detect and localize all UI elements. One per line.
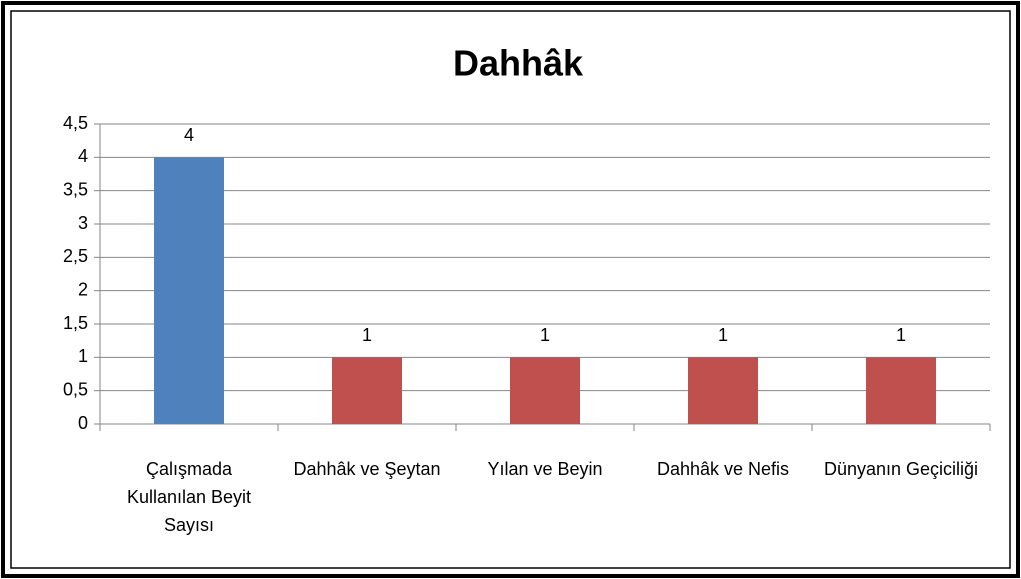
data-label: 1 bbox=[896, 325, 906, 345]
bar bbox=[688, 357, 758, 424]
x-tick-label: Dünyanın Geçiciliği bbox=[823, 459, 979, 479]
data-label: 1 bbox=[540, 325, 550, 345]
bar bbox=[866, 357, 936, 424]
chart-title: Dahhâk bbox=[453, 43, 584, 84]
bar bbox=[332, 357, 402, 424]
data-label: 1 bbox=[362, 325, 372, 345]
x-tick-label: Çalışmada Kullanılan Beyit Sayısı bbox=[126, 459, 252, 535]
bar bbox=[154, 157, 224, 425]
x-tick-label: Yılan ve Beyin bbox=[487, 459, 603, 479]
y-tick-label: 4,5 bbox=[63, 113, 88, 133]
y-tick-label: 2 bbox=[78, 279, 88, 299]
data-label: 4 bbox=[184, 125, 194, 145]
y-tick-label: 1 bbox=[78, 346, 88, 366]
inner-border bbox=[10, 10, 1011, 569]
y-tick-label: 0,5 bbox=[63, 379, 88, 399]
y-tick-label: 3 bbox=[78, 213, 88, 233]
y-tick-label: 3,5 bbox=[63, 179, 88, 199]
bar bbox=[510, 357, 580, 424]
y-tick-label: 0 bbox=[78, 413, 88, 433]
y-tick-label: 4 bbox=[78, 146, 88, 166]
data-label: 1 bbox=[718, 325, 728, 345]
x-tick-label: Dahhâk ve Şeytan bbox=[293, 459, 441, 479]
y-tick-label: 1,5 bbox=[63, 313, 88, 333]
x-tick-label: Dahhâk ve Nefis bbox=[656, 459, 790, 479]
y-tick-label: 2,5 bbox=[63, 246, 88, 266]
